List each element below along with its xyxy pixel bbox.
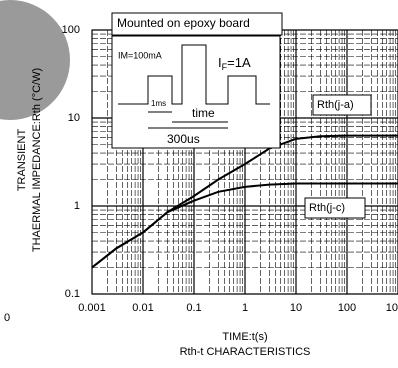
x-tick-label: 0.01	[132, 302, 153, 314]
y-tick-label: 0.1	[65, 288, 80, 300]
inset-title: Mounted on epoxy board	[117, 16, 250, 30]
inset-pulse: 1ms	[151, 99, 166, 108]
y-tick-label: 100	[62, 24, 80, 36]
legend-box	[304, 197, 366, 219]
inset: Mounted on epoxy board IM=100mA IF=1A 1m…	[111, 12, 283, 149]
y-axis-label: THAERMAL IMPEDANCE:Rth (°C/W)	[31, 68, 43, 252]
inset-period: 300us	[167, 132, 200, 146]
x-axis-label: TIME:t(s)	[222, 331, 267, 343]
x-tick-label: 1	[242, 302, 248, 314]
legend-label: Rth(j-c)	[309, 202, 345, 214]
y-tick-label: 1	[74, 200, 80, 212]
decor-shape	[0, 0, 70, 120]
x-tick-label: 10	[290, 302, 302, 314]
inset-title-box	[111, 12, 283, 36]
caption: Rth-t CHARACTERISTICS	[180, 346, 311, 358]
inset-box	[111, 35, 281, 149]
inset-if: IF=1A	[218, 55, 251, 72]
x-tick-label: 1000	[386, 302, 398, 314]
legend-label: Rth(j-a)	[317, 99, 354, 111]
legend-box	[312, 94, 372, 116]
inset-im: IM=100mA	[118, 50, 162, 60]
x-tick-label: 100	[338, 302, 356, 314]
x-tick-label: 0.001	[78, 302, 106, 314]
series-line	[91, 182, 398, 269]
y-tick-label: 10	[68, 112, 80, 124]
fragment: 0	[4, 312, 10, 324]
series	[91, 134, 398, 269]
y-axis-label: TRANSIENT	[16, 129, 28, 192]
inset-time: time	[192, 106, 215, 120]
waveform	[118, 44, 270, 105]
x-tick-label: 0.1	[186, 302, 201, 314]
